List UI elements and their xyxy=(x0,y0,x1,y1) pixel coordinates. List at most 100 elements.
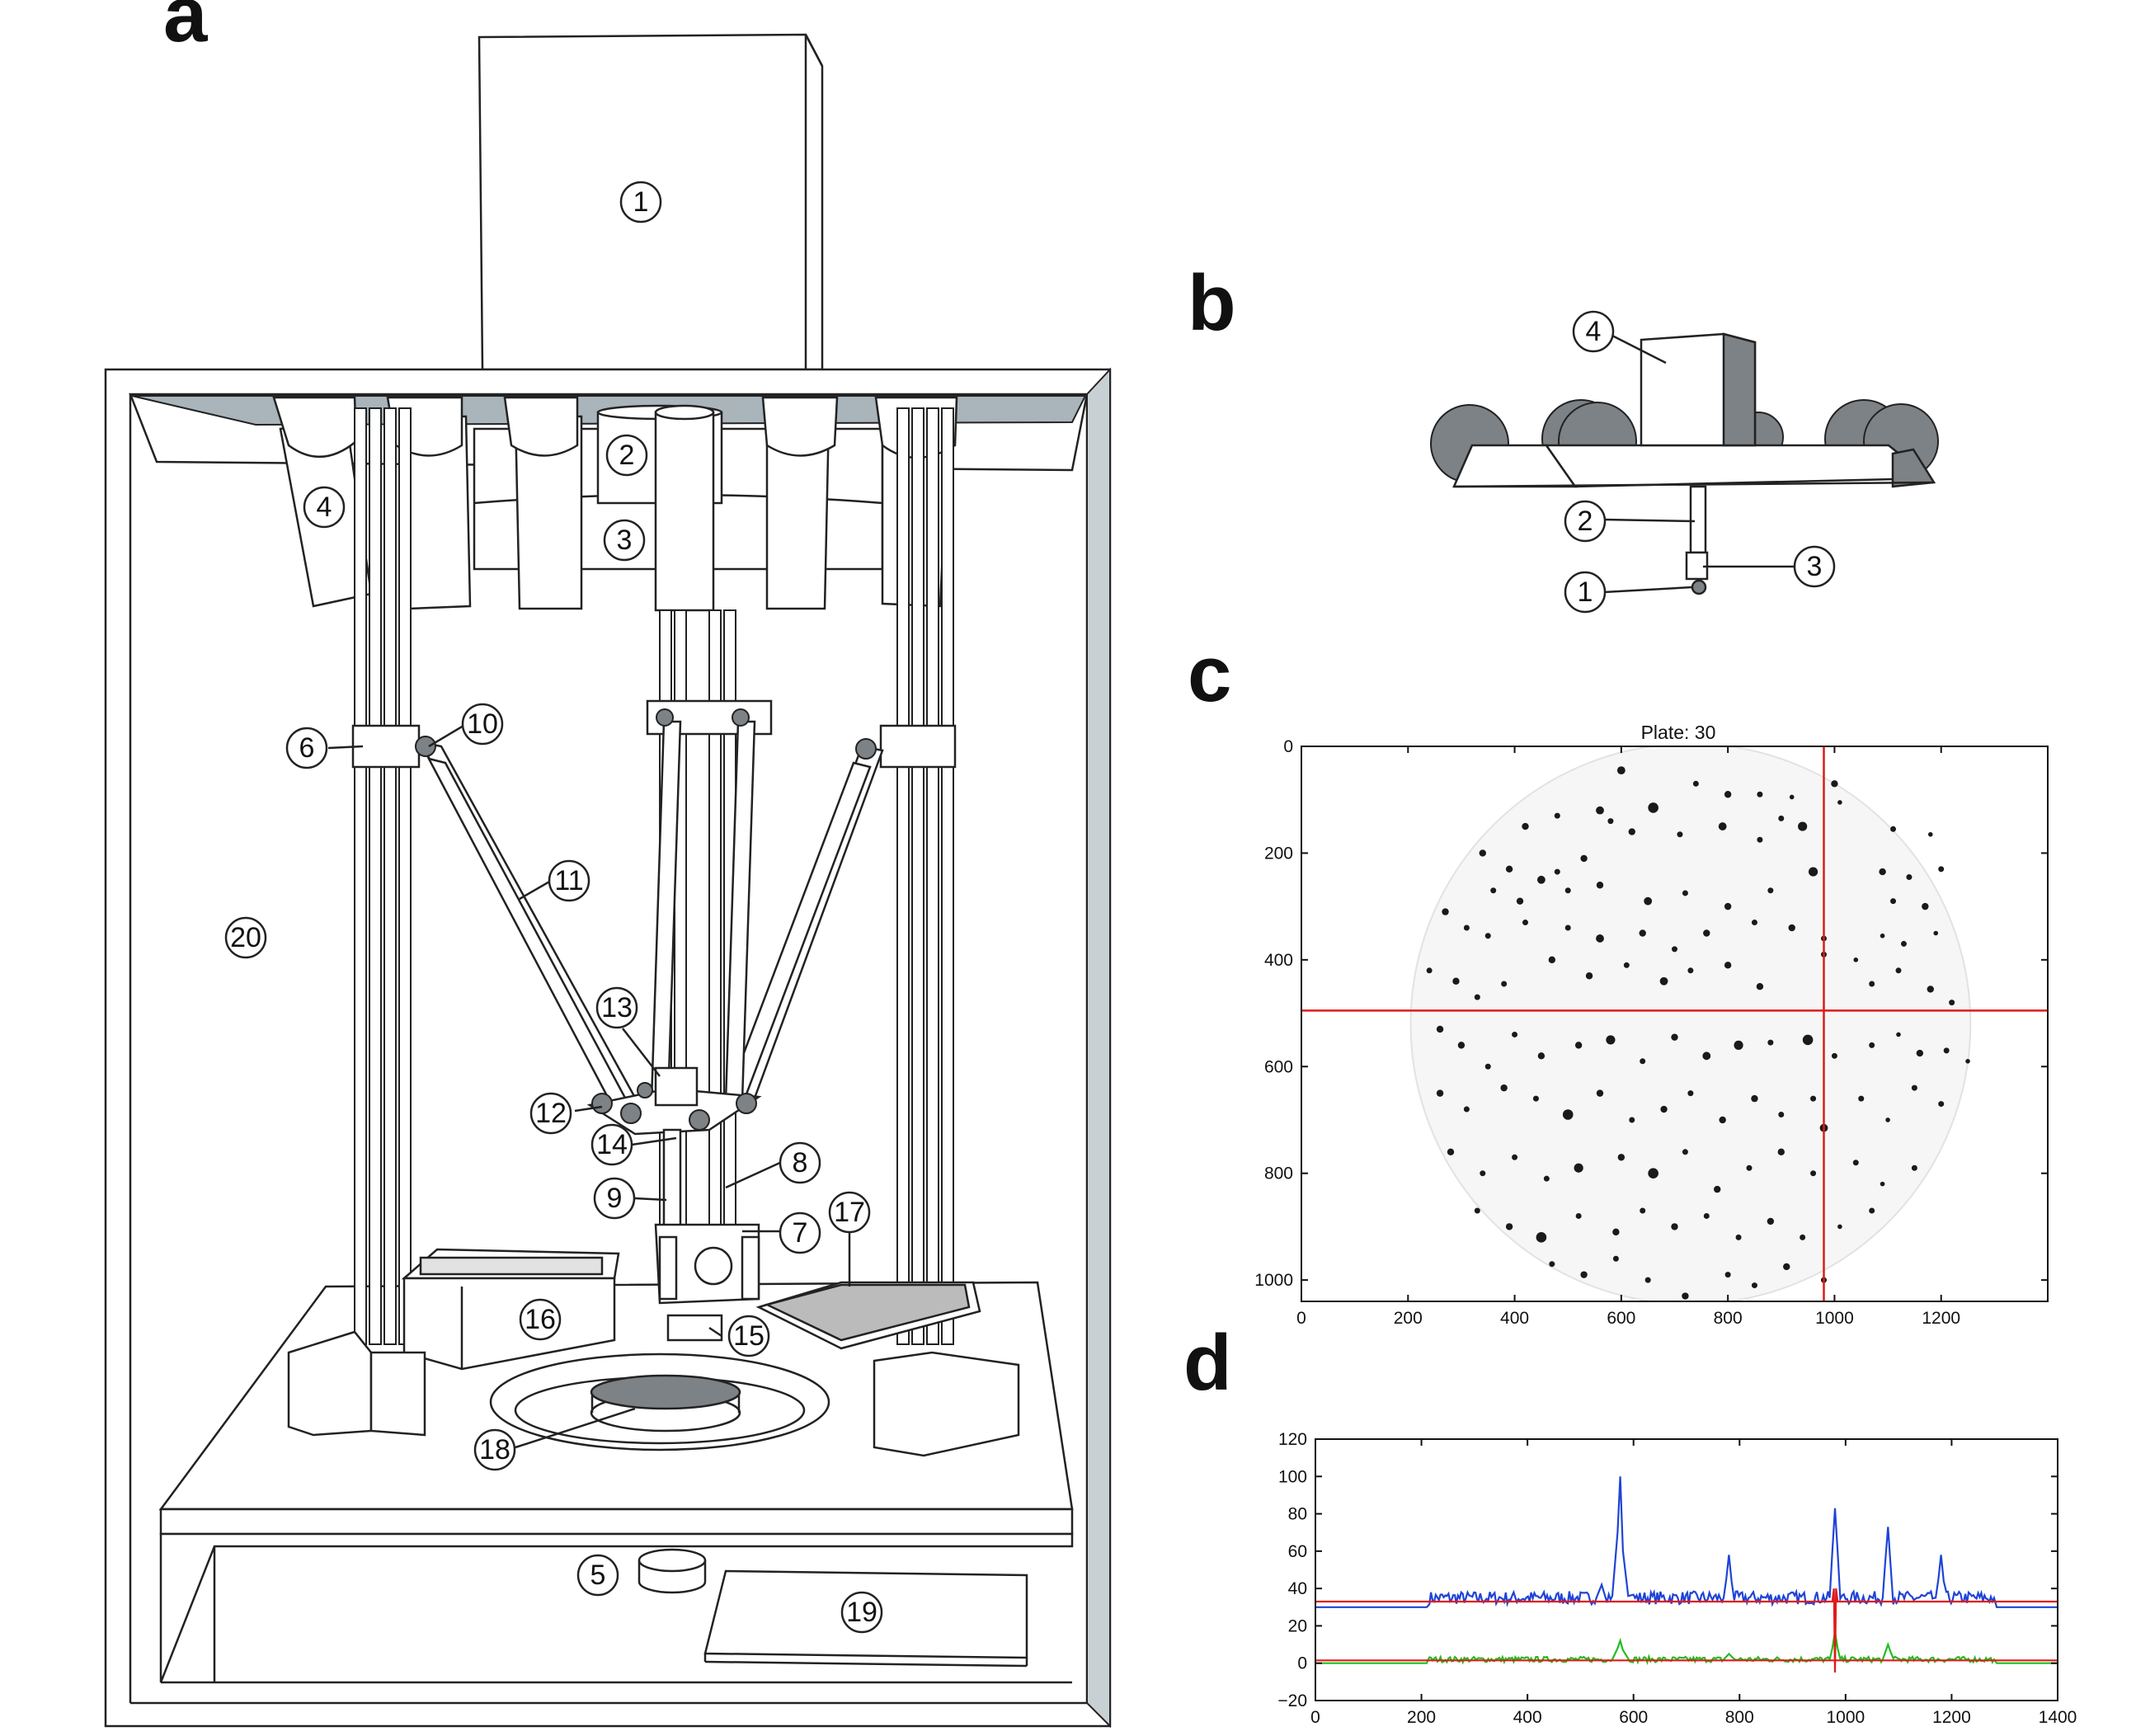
colony-dot xyxy=(1938,866,1945,873)
y-tick-label: 400 xyxy=(1264,951,1293,970)
colony-dot xyxy=(1767,887,1774,894)
svg-text:18: 18 xyxy=(479,1434,510,1465)
colony-dot xyxy=(1890,898,1897,905)
colony-dot xyxy=(1916,1049,1924,1057)
svg-text:16: 16 xyxy=(525,1304,556,1335)
callout-a-9: 9 xyxy=(593,1177,636,1220)
callout-a-15: 15 xyxy=(727,1315,770,1357)
colony-dot xyxy=(1616,766,1626,775)
svg-text:4: 4 xyxy=(1586,316,1602,347)
callout-a-17: 17 xyxy=(828,1191,871,1234)
x-tick-label: 800 xyxy=(1714,1309,1743,1328)
svg-text:19: 19 xyxy=(846,1597,877,1628)
colony-dot xyxy=(1484,933,1491,939)
y-tick-label: 200 xyxy=(1264,844,1293,863)
colony-dot xyxy=(1564,924,1571,931)
y-tick-label: 100 xyxy=(1278,1467,1307,1486)
panel-b-letter: b xyxy=(1188,259,1236,347)
svg-text:7: 7 xyxy=(793,1217,808,1249)
needle xyxy=(1685,485,1709,595)
motor-brackets xyxy=(272,396,958,459)
x-tick-label: 600 xyxy=(1619,1708,1648,1727)
delta-arms xyxy=(418,720,884,1111)
small-block xyxy=(666,1314,723,1342)
callout-a-4: 4 xyxy=(303,486,346,529)
colony-dot xyxy=(1480,1170,1486,1177)
svg-text:5: 5 xyxy=(590,1560,606,1591)
colony-dot xyxy=(1746,1164,1753,1171)
colony-dot xyxy=(1692,780,1699,787)
colony-dot xyxy=(1457,1042,1466,1049)
callout-a-19: 19 xyxy=(840,1591,883,1634)
colony-dot xyxy=(1501,981,1508,987)
colony-dot xyxy=(1757,836,1763,843)
colony-dot xyxy=(1479,849,1486,857)
svg-text:2: 2 xyxy=(619,440,635,471)
svg-text:2: 2 xyxy=(1578,506,1593,537)
colony-dot xyxy=(1484,1063,1491,1070)
colony-dot xyxy=(1677,831,1683,838)
colony-dot xyxy=(1735,1234,1742,1240)
colony-dot xyxy=(1436,1025,1444,1033)
colony-dot xyxy=(1687,967,1694,974)
camera-box xyxy=(1640,332,1757,447)
colony-dot xyxy=(1596,934,1604,943)
plate-axes-frame xyxy=(1301,746,2049,1302)
colony-dot xyxy=(1922,902,1929,910)
colony-dot xyxy=(1724,902,1732,910)
effector-platform xyxy=(1452,444,1936,488)
colony-dot xyxy=(1890,826,1897,832)
colony-dot xyxy=(1612,1228,1620,1236)
colony-dot xyxy=(1943,1047,1950,1054)
plate-image-chart: 0 200 400 600 800 1000 1200 0 200 400 600 800 1000 xyxy=(1254,737,2049,1328)
colony-dot xyxy=(1628,828,1635,835)
colony-dot xyxy=(1682,890,1688,896)
colony-dot xyxy=(1564,887,1571,894)
colony-dot xyxy=(1536,875,1546,884)
y-tick-label: 0 xyxy=(1297,1654,1307,1673)
series-line-red-2 xyxy=(1315,1588,2058,1673)
panel-a: a xyxy=(104,0,1112,1729)
colony-dot xyxy=(1767,1039,1774,1046)
colony-dot xyxy=(1644,896,1653,906)
callout-a-16: 16 xyxy=(519,1298,562,1341)
colony-dot xyxy=(1783,1263,1790,1271)
colony-dot xyxy=(1575,1212,1582,1219)
colony-dot xyxy=(1648,1168,1658,1179)
colony-dot xyxy=(1687,1090,1694,1097)
colony-dot xyxy=(1800,1234,1806,1240)
colony-dot xyxy=(1869,1207,1875,1214)
leader-lines-b xyxy=(1603,334,1796,594)
x-tick-label: 400 xyxy=(1500,1309,1529,1328)
colony-dot xyxy=(1639,929,1646,937)
colony-dot xyxy=(1532,1095,1539,1102)
colony-dot xyxy=(1938,1101,1945,1108)
colony-dot xyxy=(1512,1154,1518,1160)
svg-text:13: 13 xyxy=(601,992,633,1023)
panel-d-letter: d xyxy=(1183,1319,1232,1407)
colony-dot xyxy=(1852,1160,1859,1166)
callout-b-1: 1 xyxy=(1564,571,1607,614)
callout-b-4: 4 xyxy=(1572,310,1615,353)
colony-dot xyxy=(1537,1052,1546,1060)
colony-dot xyxy=(1682,1149,1688,1155)
colony-dot xyxy=(1522,920,1528,926)
colony-dot xyxy=(1714,1185,1721,1193)
callout-a-2: 2 xyxy=(605,434,648,477)
y-tick-label: 1000 xyxy=(1254,1271,1293,1290)
svg-text:11: 11 xyxy=(554,865,583,896)
colony-dot xyxy=(1426,967,1433,974)
colony-dot xyxy=(1810,1095,1817,1102)
colony-dot xyxy=(1808,867,1818,877)
x-tick-label: 1400 xyxy=(2039,1708,2077,1727)
callout-a-13: 13 xyxy=(595,986,638,1029)
y-tick-label: 20 xyxy=(1288,1616,1307,1635)
colony-dot xyxy=(1516,897,1524,905)
colony-dot xyxy=(1869,981,1875,987)
colony-dot xyxy=(1837,800,1842,805)
colony-dot xyxy=(1751,920,1757,926)
colony-dot xyxy=(1548,956,1556,964)
camera-mount xyxy=(654,1223,760,1305)
